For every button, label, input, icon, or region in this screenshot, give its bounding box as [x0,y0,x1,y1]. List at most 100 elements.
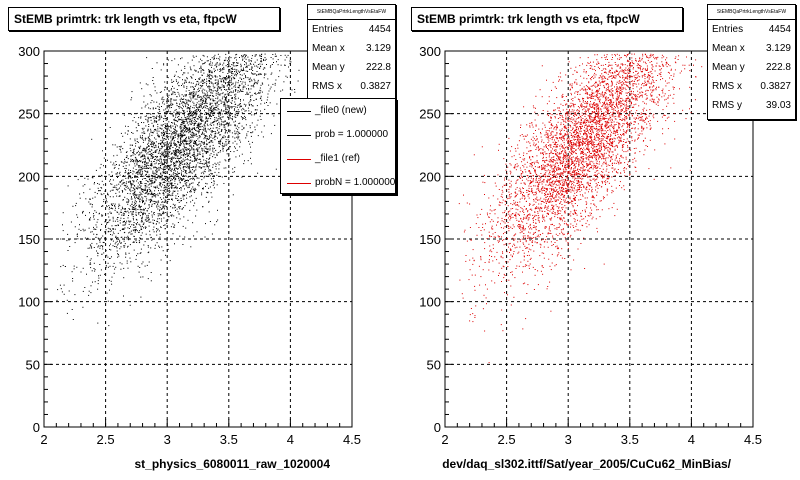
scatter-point [188,168,190,169]
scatter-point [109,211,111,213]
scatter-point [106,205,107,207]
scatter-point [234,104,236,105]
scatter-point [255,109,257,111]
scatter-point [590,203,592,205]
scatter-point [151,149,153,151]
scatter-point [498,262,500,264]
scatter-point [96,221,98,223]
scatter-point [173,143,175,145]
scatter-point [253,78,255,80]
scatter-point [131,113,132,115]
scatter-point [173,133,175,135]
scatter-point [592,156,593,158]
scatter-point [208,170,210,172]
scatter-point [521,208,523,210]
scatter-point [166,119,168,121]
scatter-point [575,163,577,165]
scatter-point [130,187,132,189]
scatter-point [231,97,232,99]
scatter-point [166,149,167,151]
scatter-point [184,163,186,165]
scatter-point [189,120,191,122]
scatter-point [186,155,188,157]
scatter-point [123,240,125,242]
scatter-point [210,130,212,132]
scatter-point [91,247,93,249]
scatter-point [639,65,641,67]
scatter-point [150,164,152,166]
scatter-point [92,204,93,206]
scatter-point [186,131,188,133]
scatter-point [131,203,133,205]
scatter-point [167,145,169,147]
scatter-point [273,115,275,117]
scatter-point [166,167,168,169]
scatter-point [141,209,143,211]
scatter-point [135,226,137,228]
scatter-point [106,292,108,294]
scatter-point [150,113,152,115]
scatter-point [141,88,143,90]
scatter-point [187,103,189,105]
scatter-point [173,177,175,178]
scatter-point [227,148,229,150]
scatter-point [163,190,165,192]
scatter-point [629,127,630,129]
scatter-point [136,194,138,196]
scatter-point [144,186,146,188]
scatter-point [134,207,136,209]
scatter-point [125,171,127,173]
scatter-point [156,92,158,94]
scatter-point [161,154,163,156]
scatter-point [185,94,187,96]
scatter-point [138,146,140,148]
scatter-point [86,273,87,275]
scatter-point [237,104,239,106]
scatter-point [189,101,191,103]
scatter-point [236,132,238,134]
scatter-point [238,84,240,86]
scatter-point [585,157,587,159]
scatter-point [240,105,242,107]
scatter-point [251,80,253,82]
scatter-point [193,145,195,147]
scatter-point [225,144,227,146]
scatter-point [552,177,554,179]
scatter-point [134,196,136,198]
scatter-point [143,200,144,202]
scatter-point [196,118,198,120]
scatter-point [251,122,253,124]
scatter-point [110,183,112,185]
scatter-point [209,169,211,171]
scatter-point [182,225,184,227]
scatter-point [167,95,168,97]
scatter-point [651,73,653,75]
scatter-point [219,111,221,113]
scatter-point [187,100,189,102]
scatter-point [147,217,149,219]
scatter-point [165,118,167,119]
scatter-point [141,170,143,172]
scatter-point [254,82,256,84]
scatter-point [202,88,204,90]
scatter-point [175,124,177,126]
scatter-point [187,143,188,145]
scatter-point [148,187,150,189]
scatter-point [245,110,247,112]
scatter-point [584,130,586,132]
scatter-point [550,116,552,118]
scatter-point [649,99,651,101]
scatter-point [218,128,220,130]
scatter-point [200,81,202,83]
scatter-point [185,183,187,185]
scatter-point [236,62,238,64]
scatter-point [203,175,205,177]
scatter-point [639,59,641,61]
scatter-point [135,177,137,178]
scatter-point [168,111,170,113]
scatter-point [215,104,217,106]
scatter-point [157,152,159,154]
scatter-point [236,62,238,63]
scatter-point [215,94,217,96]
scatter-point [141,193,143,195]
